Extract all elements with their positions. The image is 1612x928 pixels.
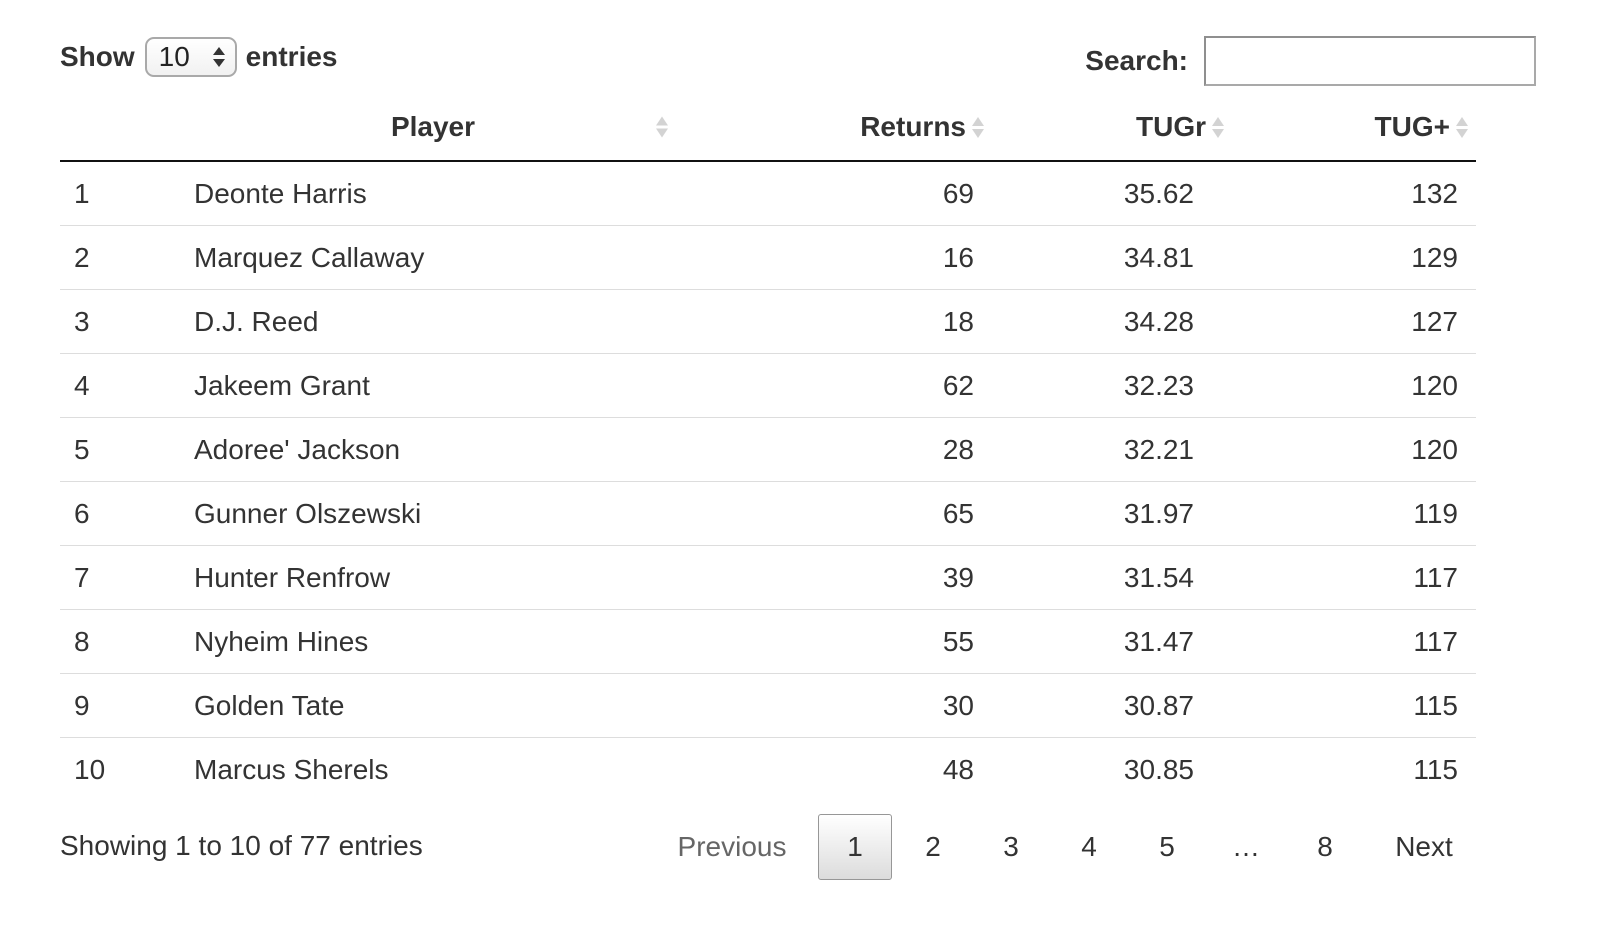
table-row: 9 Golden Tate 30 30.87 115 (60, 673, 1476, 738)
cell-rank: 7 (60, 545, 194, 610)
previous-page-button[interactable]: Previous (677, 831, 787, 862)
pagination-ellipsis: … (1232, 831, 1260, 862)
page-button-4[interactable]: 4 (1081, 831, 1097, 862)
cell-rank: 10 (74, 753, 106, 785)
cell-tugr: 34.81 (984, 225, 1224, 290)
cell-tugp: 115 (1413, 753, 1458, 785)
page-button-2[interactable]: 2 (925, 831, 941, 862)
table-info: Showing 1 to 10 of 77 entries (60, 830, 423, 861)
page-button-5[interactable]: 5 (1159, 831, 1175, 862)
sort-icon (972, 116, 984, 138)
cell-tugr: 31.54 (984, 545, 1224, 610)
cell-returns: 62 (672, 353, 984, 418)
sort-icon (1212, 116, 1224, 138)
cell-tugr: 35.62 (984, 161, 1224, 226)
cell-rank: 2 (60, 225, 194, 290)
cell-player: D.J. Reed (194, 289, 672, 354)
cell-tugp: 120 (1224, 353, 1476, 418)
cell-rank: 3 (60, 289, 194, 354)
next-page-button[interactable]: Next (1395, 831, 1453, 862)
pagination: Previous 1 2 3 4 5 … 8 Next (648, 812, 1484, 882)
entries-per-page-select[interactable]: 10 (144, 37, 237, 77)
show-label: Show (60, 41, 135, 72)
cell-tugp: 132 (1224, 161, 1476, 226)
cell-player: Golden Tate (194, 673, 672, 738)
table-row: 4 Jakeem Grant 62 32.23 120 (60, 353, 1476, 418)
cell-returns: 16 (672, 225, 984, 290)
cell-returns: 30 (672, 673, 984, 738)
cell-player: Jakeem Grant (194, 353, 672, 418)
cell-player: Adoree' Jackson (194, 417, 672, 482)
cell-tugp: 120 (1224, 417, 1476, 482)
column-header-tugp[interactable]: TUG+ (1224, 94, 1476, 162)
cell-returns: 69 (672, 161, 984, 226)
cell-tugr: 32.23 (984, 353, 1224, 418)
cell-rank: 6 (60, 481, 194, 546)
cell-rank: 8 (60, 609, 194, 674)
cell-tugr: 31.47 (984, 609, 1224, 674)
cell-player: Deonte Harris (194, 161, 672, 226)
cell-player: Nyheim Hines (194, 609, 672, 674)
table-row: 7 Hunter Renfrow 39 31.54 117 (60, 545, 1476, 610)
table-body: 1 Deonte Harris 69 35.62 132 2 Marquez C… (60, 161, 1476, 801)
data-table: Player Returns TUGr (60, 94, 1476, 801)
cell-tugp: 115 (1224, 673, 1476, 738)
cell-tugr: 30.85 (1123, 753, 1194, 785)
cell-rank: 9 (60, 673, 194, 738)
column-header-returns[interactable]: Returns (672, 94, 984, 162)
cell-tugr: 32.21 (984, 417, 1224, 482)
cell-returns: 18 (672, 289, 984, 354)
column-header-label: Player (390, 111, 476, 142)
cell-tugp: 127 (1224, 289, 1476, 354)
cell-tugp: 117 (1224, 609, 1476, 674)
table-row: 2 Marquez Callaway 16 34.81 129 (60, 225, 1476, 290)
cell-tugp: 119 (1224, 481, 1476, 546)
cell-returns: 65 (672, 481, 984, 546)
cell-tugr: 30.87 (984, 673, 1224, 738)
table-row: 3 D.J. Reed 18 34.28 127 (60, 289, 1476, 354)
length-control: Show 10 entries (60, 36, 338, 78)
search-control: Search: (1085, 36, 1536, 86)
table-row: 6 Gunner Olszewski 65 31.97 119 (60, 481, 1476, 546)
updown-arrows-icon (212, 47, 225, 67)
column-header-label: TUGr (1136, 111, 1206, 142)
page-button-1[interactable]: 1 (818, 814, 892, 880)
cell-player: Hunter Renfrow (194, 545, 672, 610)
cell-rank: 1 (60, 161, 194, 226)
header-row: Player Returns TUGr (60, 94, 1476, 162)
table-header: Player Returns TUGr (60, 94, 1476, 162)
column-header-label: Returns (860, 111, 966, 142)
table-row: 1 Deonte Harris 69 35.62 132 (60, 161, 1476, 226)
datatable-wrapper: Show 10 entries Search: (60, 0, 1536, 928)
table-row: 10 Marcus Sherels 48 30.85 115 (60, 738, 1476, 802)
cell-returns: 48 (942, 753, 974, 785)
column-header-tugr[interactable]: TUGr (984, 94, 1224, 162)
page-button-8[interactable]: 8 (1317, 831, 1333, 862)
sort-icon (656, 116, 668, 138)
page-button-3[interactable]: 3 (1003, 831, 1019, 862)
cell-tugr: 31.97 (984, 481, 1224, 546)
table-row: 8 Nyheim Hines 55 31.47 117 (60, 609, 1476, 674)
sort-icon (1456, 116, 1468, 138)
cell-returns: 39 (672, 545, 984, 610)
column-header-rank (60, 94, 194, 162)
cell-returns: 28 (672, 417, 984, 482)
search-label: Search: (1085, 45, 1188, 76)
table-row: 5 Adoree' Jackson 28 32.21 120 (60, 417, 1476, 482)
entries-per-page-value: 10 (158, 41, 190, 72)
cell-tugp: 129 (1224, 225, 1476, 290)
cell-player: Gunner Olszewski (194, 481, 672, 546)
search-input[interactable] (1204, 36, 1536, 86)
cell-rank: 5 (60, 417, 194, 482)
cell-player: Marcus Sherels (194, 753, 389, 785)
column-header-player[interactable]: Player (194, 94, 672, 162)
cell-rank: 4 (60, 353, 194, 418)
cell-player: Marquez Callaway (194, 225, 672, 290)
entries-label: entries (245, 41, 338, 72)
cell-tugr: 34.28 (984, 289, 1224, 354)
cell-tugp: 117 (1224, 545, 1476, 610)
column-header-label: TUG+ (1374, 111, 1450, 142)
cell-returns: 55 (672, 609, 984, 674)
